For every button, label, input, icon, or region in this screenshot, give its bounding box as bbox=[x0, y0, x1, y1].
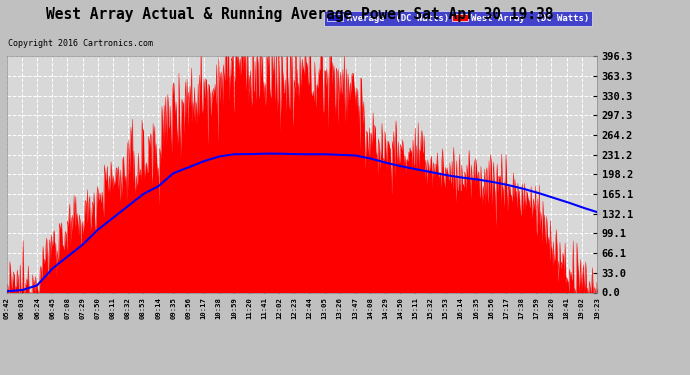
Text: Copyright 2016 Cartronics.com: Copyright 2016 Cartronics.com bbox=[8, 39, 153, 48]
Text: West Array Actual & Running Average Power Sat Apr 30 19:38: West Array Actual & Running Average Powe… bbox=[46, 6, 554, 22]
Legend: Average  (DC Watts), West Array  (DC Watts): Average (DC Watts), West Array (DC Watts… bbox=[324, 11, 592, 26]
